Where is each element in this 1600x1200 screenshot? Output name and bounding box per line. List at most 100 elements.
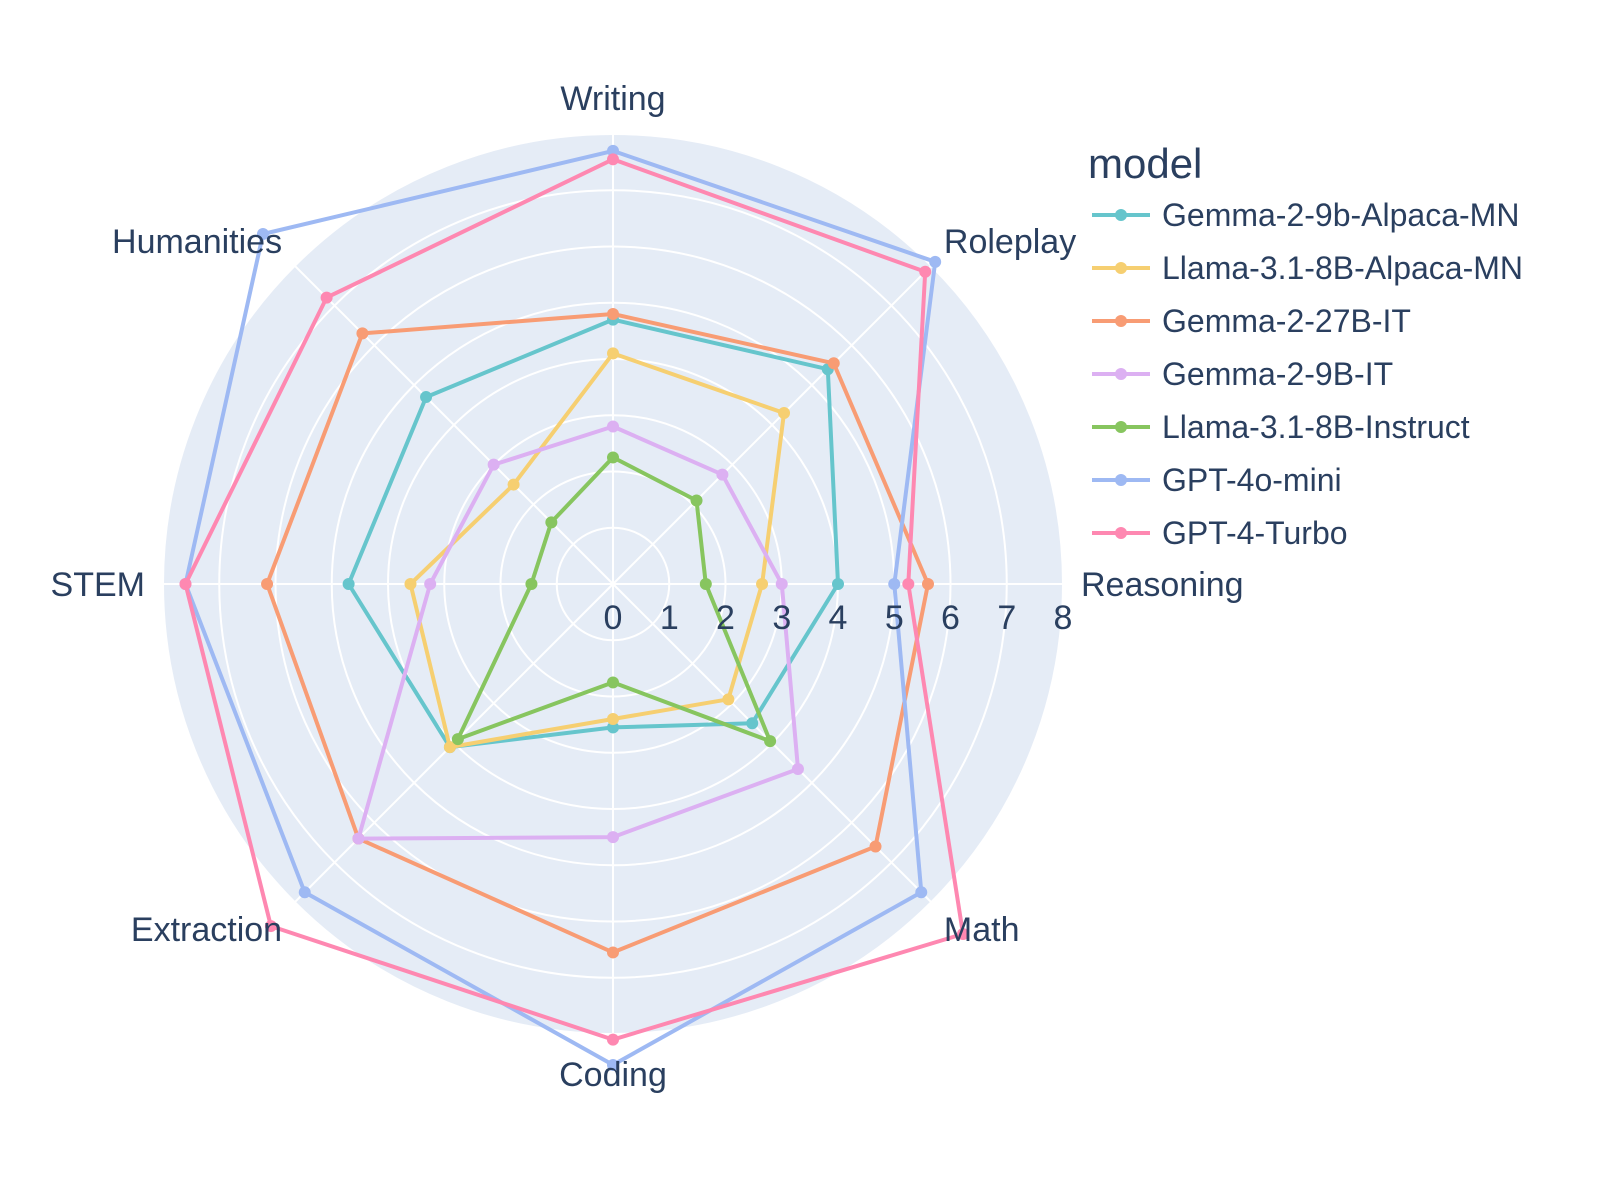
- data-point: [320, 291, 333, 304]
- legend-item[interactable]: Gemma-2-9b-Alpaca-MN: [1092, 197, 1519, 233]
- data-point: [746, 717, 759, 730]
- legend-item[interactable]: Llama-3.1-8B-Instruct: [1092, 409, 1470, 445]
- data-point: [607, 831, 619, 844]
- data-point: [424, 578, 437, 590]
- legend-label: GPT-4o-mini: [1162, 462, 1342, 498]
- category-label: Reasoning: [1081, 566, 1244, 604]
- radial-tick-label: 0: [604, 599, 623, 637]
- legend-item[interactable]: Llama-3.1-8B-Alpaca-MN: [1092, 250, 1523, 286]
- data-point: [607, 347, 619, 360]
- data-point: [690, 494, 703, 507]
- category-label: Coding: [559, 1056, 667, 1094]
- category-label: STEM: [51, 566, 145, 604]
- legend-label: Gemma-2-9B-IT: [1162, 356, 1393, 392]
- data-point: [264, 920, 277, 933]
- radial-tick-label: 7: [997, 599, 1016, 637]
- category-label: Roleplay: [944, 223, 1076, 261]
- data-point: [487, 458, 500, 471]
- legend-label: Gemma-2-27B-IT: [1162, 303, 1411, 339]
- data-point: [764, 735, 777, 748]
- data-point: [607, 713, 619, 725]
- data-point: [179, 578, 192, 590]
- legend-swatch-marker: [1115, 527, 1127, 539]
- legend-label: GPT-4-Turbo: [1162, 515, 1348, 551]
- legend-swatch-marker: [1115, 315, 1127, 327]
- legend-label: Gemma-2-9b-Alpaca-MN: [1162, 197, 1519, 233]
- data-point: [607, 1033, 619, 1046]
- legend[interactable]: model Gemma-2-9b-Alpaca-MN Llama-3.1-8B-A…: [1088, 140, 1523, 551]
- data-point: [716, 468, 729, 481]
- polar-grid: [162, 133, 1064, 1035]
- data-point: [545, 516, 558, 529]
- data-point: [507, 478, 520, 491]
- legend-item[interactable]: GPT-4o-mini: [1092, 462, 1342, 498]
- data-point: [929, 255, 942, 268]
- data-point: [722, 693, 735, 706]
- data-point: [256, 227, 269, 240]
- grid-spoke: [612, 265, 932, 585]
- radial-tick-label: 3: [772, 599, 791, 637]
- legend-label: Llama-3.1-8B-Instruct: [1162, 409, 1470, 445]
- radial-tick-label: 8: [1054, 599, 1073, 637]
- category-label: Extraction: [131, 911, 282, 949]
- legend-item[interactable]: Gemma-2-27B-IT: [1092, 303, 1411, 339]
- category-label: Writing: [560, 80, 665, 118]
- data-point: [607, 144, 619, 157]
- data-point: [525, 578, 538, 590]
- radial-tick-label: 2: [716, 599, 735, 637]
- data-point: [607, 676, 619, 689]
- data-point: [404, 578, 417, 590]
- legend-label: Llama-3.1-8B-Alpaca-MN: [1162, 250, 1523, 286]
- data-point: [352, 832, 365, 845]
- legend-swatch-marker: [1115, 421, 1127, 433]
- legend-swatch-marker: [1115, 368, 1127, 380]
- data-point: [607, 153, 619, 166]
- series-4: [451, 451, 777, 748]
- data-point: [791, 762, 804, 775]
- legend-swatch-marker: [1115, 262, 1127, 274]
- legend-swatch-marker: [1115, 209, 1127, 221]
- data-point: [827, 357, 840, 370]
- legend-item[interactable]: Gemma-2-9B-IT: [1092, 356, 1393, 392]
- data-point: [451, 733, 464, 746]
- data-point: [869, 840, 882, 853]
- legend-item[interactable]: GPT-4-Turbo: [1092, 515, 1348, 551]
- data-point: [298, 886, 311, 899]
- data-point: [607, 721, 619, 734]
- category-label: Math: [944, 911, 1020, 949]
- series-layer: [179, 144, 970, 1071]
- data-point: [261, 578, 274, 590]
- data-point: [607, 946, 619, 959]
- data-point: [420, 391, 433, 404]
- series-3: [352, 420, 804, 845]
- legend-swatch-marker: [1115, 474, 1127, 486]
- data-point: [356, 327, 369, 340]
- radial-tick-label: 4: [829, 599, 848, 637]
- data-point: [342, 578, 355, 590]
- series-6: [179, 153, 970, 1046]
- data-point: [607, 420, 619, 433]
- data-point: [902, 578, 915, 590]
- data-point: [607, 308, 619, 320]
- legend-title: model: [1088, 140, 1202, 187]
- data-point: [957, 928, 970, 941]
- radial-tick-label: 6: [941, 599, 960, 637]
- category-labels: Writing Roleplay Reasoning Math Coding Extrac…: [51, 80, 1244, 1094]
- data-point: [699, 578, 712, 590]
- data-point: [922, 578, 934, 590]
- data-point: [915, 886, 928, 899]
- grid-spoke: [294, 265, 614, 585]
- radial-tick-label: 5: [885, 599, 904, 637]
- data-point: [607, 451, 619, 464]
- data-point: [919, 265, 932, 278]
- data-point: [778, 406, 791, 419]
- data-point: [607, 1058, 619, 1071]
- data-point: [443, 741, 456, 754]
- radial-tick-label: 1: [660, 599, 679, 637]
- data-point: [775, 578, 788, 590]
- series-1: [404, 347, 791, 754]
- category-label: Humanities: [112, 223, 282, 261]
